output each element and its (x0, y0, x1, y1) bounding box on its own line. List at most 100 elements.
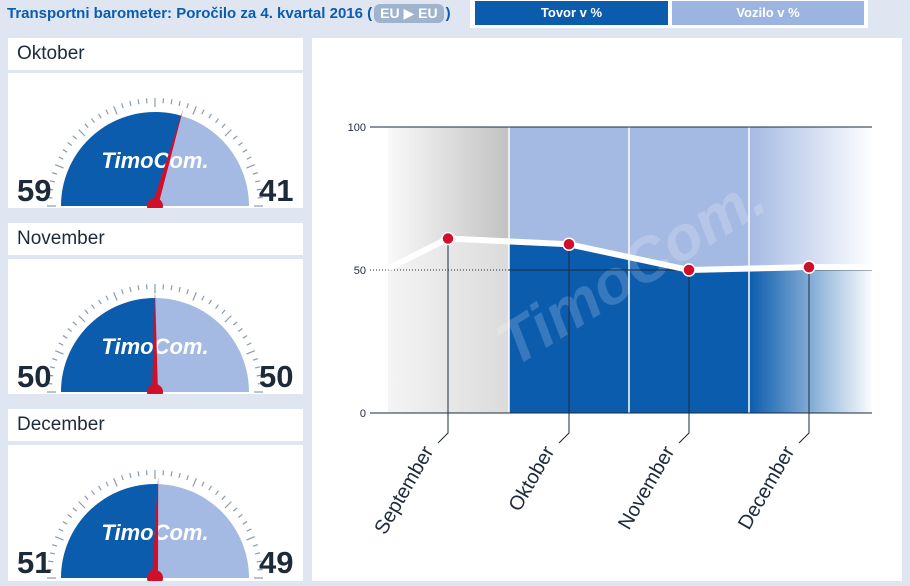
gauge-cargo-value: 50 (17, 359, 51, 394)
gauge-tick (55, 351, 63, 354)
gauge-tick (187, 289, 189, 294)
header: Transportni barometer: Poročilo za 4. kv… (0, 0, 910, 28)
data-point (683, 264, 695, 276)
gauge-tick (171, 285, 172, 290)
x-tick-label: Oktober (505, 442, 560, 515)
gauge-tick (122, 289, 124, 294)
gauge-tick (216, 119, 219, 123)
gauge-tick (216, 491, 219, 495)
gauge-tick (138, 99, 139, 104)
gauge-tick (225, 316, 231, 322)
gauge-tick (238, 143, 242, 146)
gauge-tick (114, 292, 117, 300)
x-tick-label: November (614, 442, 679, 533)
gauge-tick (247, 157, 251, 159)
tab-cargo[interactable]: Tovor v % (475, 1, 668, 25)
gauge-vehicle-value: 41 (259, 173, 293, 208)
gauge-tick (238, 515, 242, 518)
y-tick-label: 0 (360, 408, 366, 420)
x-tick-label: September (370, 442, 438, 538)
gauge-tick (193, 292, 196, 300)
timocom-logo: TimoCom. (101, 148, 208, 173)
gauge-tick (222, 310, 225, 314)
gauge-tick (246, 165, 254, 168)
gauge-tick (243, 336, 247, 339)
gauge-tick (247, 343, 251, 345)
gauge-tick (55, 537, 63, 540)
gauge-tick (114, 478, 117, 486)
gauge-vehicle-value: 49 (259, 545, 293, 581)
gauge-tick (79, 316, 85, 322)
gauge-tick (209, 114, 212, 118)
gauge-tick (92, 305, 95, 309)
gauge-tick (99, 486, 102, 490)
gauge-tick (233, 508, 237, 511)
gauge-tick (171, 99, 172, 104)
gauge-tick (130, 101, 131, 106)
gauge-tick (52, 359, 57, 361)
gauge-tick (130, 473, 131, 478)
gauge-tick (106, 482, 108, 486)
gauge-tick (85, 124, 88, 128)
gauge-tick (52, 173, 57, 175)
gauge-tick (92, 491, 95, 495)
gauge-tick (79, 130, 85, 136)
gauge-tick (73, 508, 77, 511)
gauge-tick (122, 475, 124, 480)
gauge-tick (73, 136, 77, 139)
gauge-tick (55, 165, 63, 168)
gauge-tick (222, 496, 225, 500)
gauge-tick (216, 305, 219, 309)
gauge-tick (59, 157, 63, 159)
gauge-tick (253, 173, 258, 175)
gauge-tick (73, 322, 77, 325)
gauge-tick (106, 110, 108, 114)
paren-open: ( (367, 5, 372, 22)
gauge-tick (179, 101, 180, 106)
gauge-tick (59, 343, 63, 345)
month-label-oktober: Oktober (8, 38, 303, 70)
data-point (563, 238, 575, 250)
gauge-tick (63, 522, 67, 525)
data-point (803, 261, 815, 273)
gauge-tick (253, 545, 258, 547)
gauge-tick (52, 545, 57, 547)
gauge-tick (193, 478, 196, 486)
month-label-november: November (8, 223, 303, 255)
gauge-tick (179, 287, 180, 292)
gauge-tick (59, 529, 63, 531)
gauge-tick (246, 537, 254, 540)
data-point (442, 233, 454, 245)
x-tick-label: December (734, 442, 799, 533)
gauge-tick (247, 529, 251, 531)
gauge-tick (63, 150, 67, 153)
gauge-vehicle-value: 50 (259, 359, 293, 394)
gauge-tick (99, 114, 102, 118)
gauge-card: TimoCom. 50 50 (8, 259, 303, 394)
y-tick-label: 50 (354, 265, 366, 277)
route-badge[interactable]: EU ▶ EU (374, 4, 443, 23)
month-label-december: December (8, 409, 303, 441)
gauge-card: TimoCom. 51 49 (8, 445, 303, 581)
gauge-tick (187, 475, 189, 480)
gauge-tick (130, 287, 131, 292)
gauge-tick (225, 130, 231, 136)
gauge-tick (243, 522, 247, 525)
gauge-tick (106, 296, 108, 300)
gauge-tick (68, 143, 72, 146)
gauge-tick (233, 136, 237, 139)
paren-close: ) (446, 5, 451, 22)
gauge-tick (68, 329, 72, 332)
tab-vehicle[interactable]: Vozilo v % (672, 1, 864, 25)
gauge-tick (138, 285, 139, 290)
gauge-tick (243, 150, 247, 153)
gauge-tick (79, 502, 85, 508)
gauge-tick (179, 473, 180, 478)
gauge-tick (209, 486, 212, 490)
gauge-tick (238, 329, 242, 332)
gauge-tick (85, 310, 88, 314)
gauge-tick (225, 502, 231, 508)
gauge-tick (85, 496, 88, 500)
